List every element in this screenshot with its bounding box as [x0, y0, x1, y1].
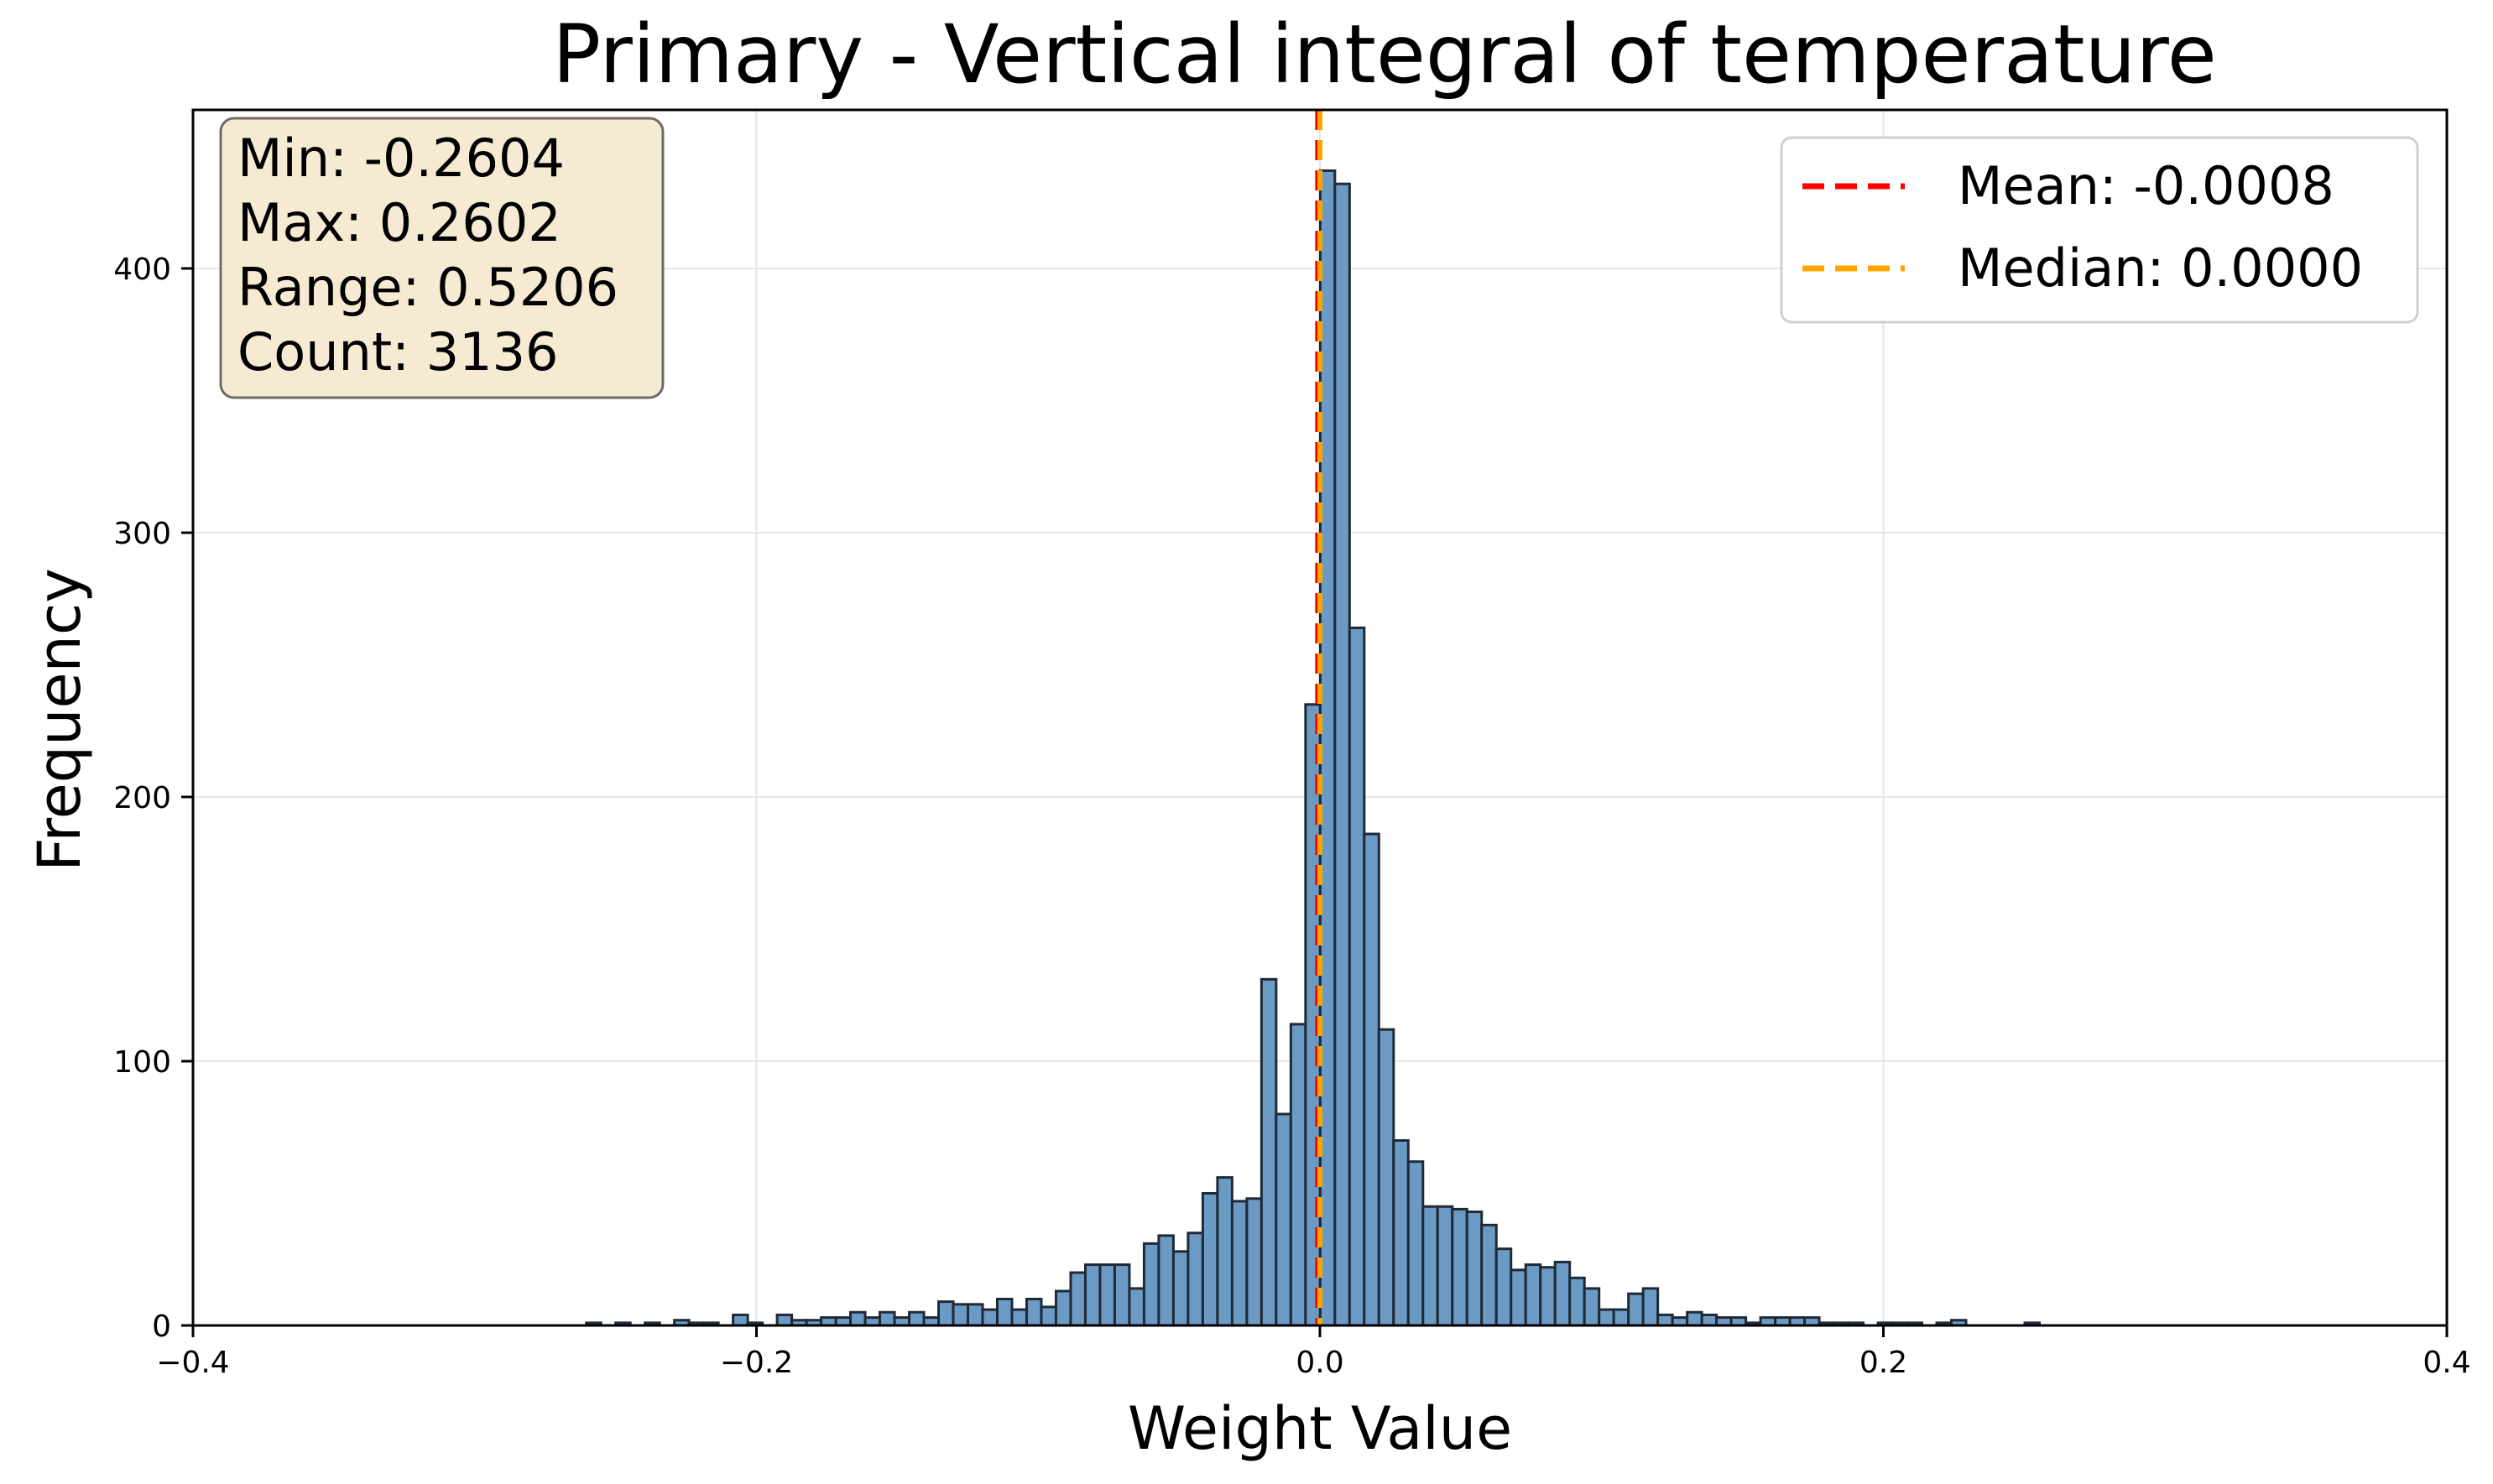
- histogram-bar: [1113, 1263, 1131, 1327]
- histogram-bar: [1275, 1112, 1292, 1327]
- histogram-bar: [879, 1310, 896, 1327]
- x-tick-label: −0.2: [720, 1346, 793, 1380]
- histogram-bar: [849, 1310, 867, 1327]
- histogram-bar: [1392, 1139, 1410, 1327]
- y-axis-ticks: 0 100 200 300 400: [113, 253, 193, 1344]
- y-tick-label: 400: [113, 253, 171, 287]
- histogram-bar: [1406, 1160, 1425, 1327]
- histogram-bar: [1054, 1289, 1072, 1327]
- y-tick-label: 200: [113, 781, 171, 815]
- histogram-bar: [775, 1313, 794, 1327]
- histogram-bar: [1289, 1023, 1307, 1327]
- stats-min: Min: -0.2604: [237, 128, 565, 189]
- histogram-bar: [1010, 1308, 1028, 1327]
- legend-background: [1780, 136, 2419, 324]
- histogram-bar: [1216, 1176, 1233, 1327]
- histogram-bar: [981, 1308, 999, 1327]
- histogram-bar: [1025, 1298, 1043, 1327]
- histogram-bar: [1524, 1263, 1542, 1327]
- stats-max: Max: 0.2602: [237, 192, 561, 253]
- histogram-bar: [1245, 1197, 1263, 1327]
- histogram-bar: [1465, 1211, 1484, 1327]
- stats-box-background: [219, 117, 665, 399]
- x-tick-label: 0.2: [1859, 1346, 1907, 1380]
- y-tick-label: 300: [113, 517, 171, 551]
- histogram-bar: [1260, 977, 1278, 1327]
- histogram-bar: [1436, 1205, 1454, 1327]
- x-axis-label: Weight Value: [1128, 1394, 1512, 1463]
- histogram-bar: [732, 1313, 749, 1327]
- histogram-bar: [1539, 1266, 1557, 1327]
- histogram-bar: [1230, 1200, 1249, 1327]
- histogram-bar: [1641, 1287, 1660, 1327]
- histogram-bar: [1069, 1271, 1087, 1327]
- histogram-bar: [1333, 182, 1351, 1327]
- y-axis-label: Frequency: [25, 568, 94, 872]
- stats-range: Range: 0.5206: [237, 257, 618, 318]
- legend: Mean: -0.0008 Median: 0.0000: [1780, 136, 2419, 324]
- histogram-bar: [937, 1300, 955, 1327]
- x-tick-label: −0.4: [156, 1346, 229, 1380]
- histogram-bar: [1363, 832, 1380, 1327]
- histogram-bar: [1494, 1247, 1513, 1327]
- histogram-bar: [1700, 1313, 1719, 1327]
- stats-box: Min: -0.2604 Max: 0.2602 Range: 0.5206 C…: [219, 117, 665, 399]
- histogram-bar: [1510, 1268, 1527, 1327]
- histogram-bar: [1157, 1234, 1175, 1327]
- histogram-bar: [1142, 1242, 1160, 1327]
- histogram-bar: [1040, 1305, 1057, 1327]
- y-tick-label: 0: [152, 1310, 171, 1344]
- histogram-bar: [1451, 1207, 1468, 1327]
- histogram-bar: [1686, 1310, 1703, 1327]
- histogram-bar: [1083, 1263, 1102, 1327]
- histogram-bar: [1098, 1263, 1116, 1327]
- histogram-bar: [1187, 1231, 1204, 1327]
- histogram-bars: [585, 169, 2041, 1327]
- histogram-bar: [1612, 1308, 1630, 1327]
- histogram-bar: [952, 1303, 970, 1327]
- histogram-bar: [1583, 1287, 1601, 1327]
- histogram-bar: [1348, 626, 1366, 1327]
- histogram-bar: [1553, 1260, 1572, 1327]
- histogram-bar: [1201, 1192, 1219, 1327]
- histogram-bar: [1656, 1313, 1674, 1327]
- reference-lines: [1315, 110, 1322, 1325]
- x-tick-label: 0.4: [2423, 1346, 2470, 1380]
- histogram-bar: [1377, 1028, 1395, 1327]
- chart-title: Primary - Vertical integral of temperatu…: [552, 8, 2217, 102]
- legend-median-label: Median: 0.0000: [1958, 237, 2363, 299]
- x-axis-ticks: −0.4 −0.2 0.0 0.2 0.4: [156, 1325, 2471, 1380]
- histogram-bar: [1128, 1287, 1145, 1327]
- histogram-bar: [1480, 1223, 1498, 1327]
- histogram-bar: [1171, 1250, 1190, 1327]
- histogram-bar: [995, 1298, 1014, 1327]
- histogram-bar: [908, 1310, 926, 1327]
- histogram-bar: [1568, 1276, 1586, 1327]
- y-tick-label: 100: [113, 1045, 171, 1080]
- histogram-bar: [967, 1303, 984, 1327]
- stats-count: Count: 3136: [237, 321, 559, 383]
- legend-mean-label: Mean: -0.0008: [1958, 155, 2334, 216]
- histogram-bar: [1421, 1205, 1439, 1327]
- x-tick-label: 0.0: [1296, 1346, 1343, 1380]
- histogram-bar: [1598, 1308, 1615, 1327]
- histogram-bar: [1627, 1292, 1645, 1327]
